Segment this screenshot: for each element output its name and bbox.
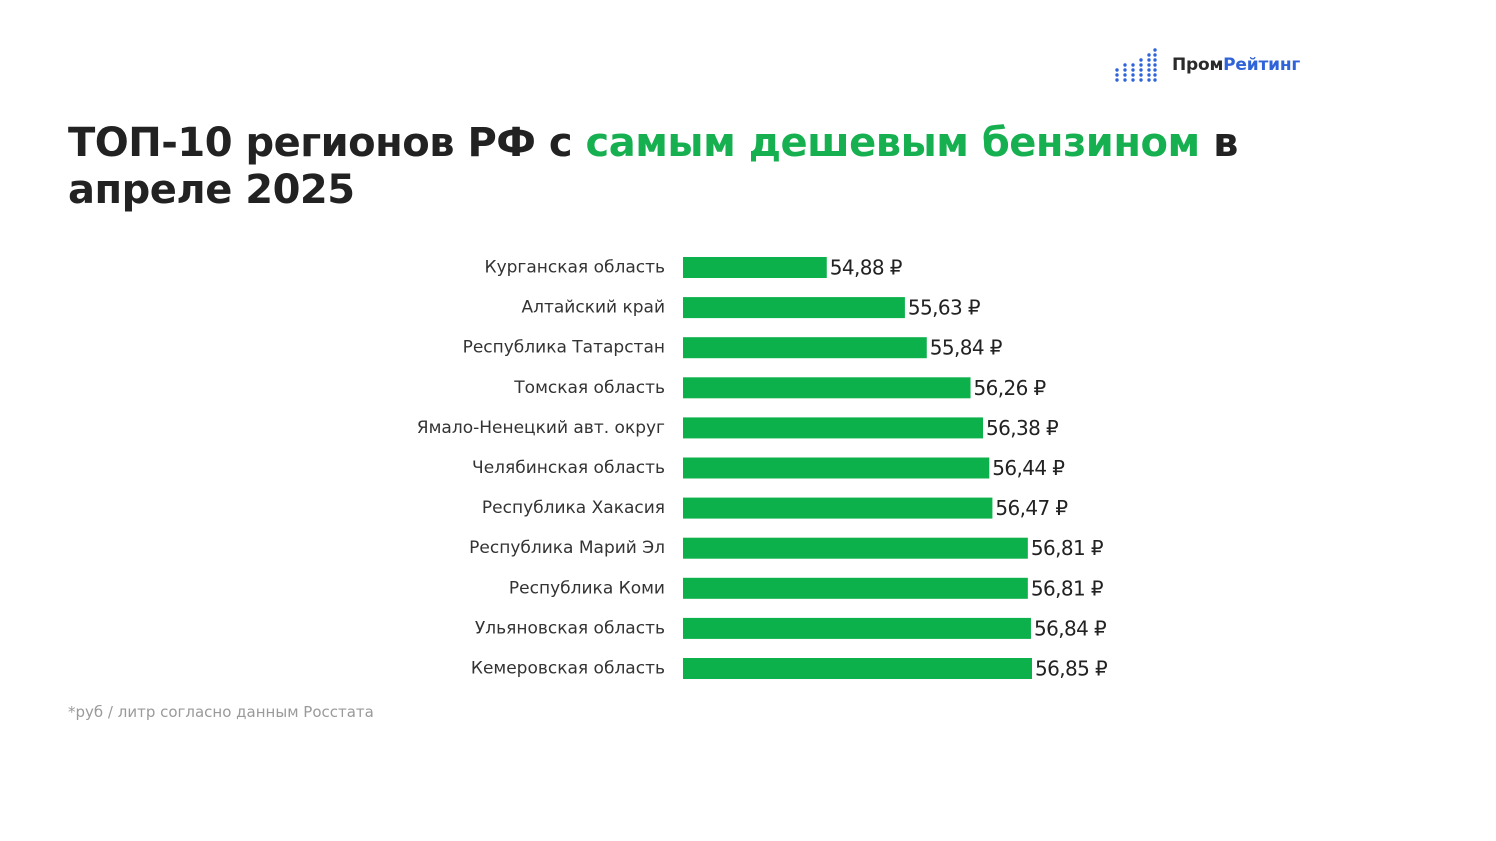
value-label: 56,38 ₽: [986, 416, 1059, 440]
promreiting-logo: ПромРейтинг: [1114, 46, 1300, 84]
bar: [683, 617, 1031, 639]
bar: [683, 457, 990, 479]
logo-wordmark-part2: Рейтинг: [1223, 55, 1301, 75]
value-label: 56,44 ₽: [992, 456, 1065, 480]
bar: [683, 377, 971, 399]
value-label: 54,88 ₽: [830, 256, 903, 280]
bar: [683, 337, 927, 359]
footnote: *руб / литр согласно данным Росстата: [68, 703, 374, 721]
logo-wordmark: ПромРейтинг: [1172, 55, 1300, 75]
category-label: Челябинская область: [472, 458, 665, 478]
value-label: 55,63 ₽: [908, 296, 981, 320]
value-label: 55,84 ₽: [930, 336, 1003, 360]
value-label: 56,85 ₽: [1035, 657, 1108, 681]
value-label: 56,47 ₽: [995, 496, 1068, 520]
chart-title-part1: ТОП-10 регионов РФ с: [68, 120, 586, 166]
bar: [683, 257, 827, 278]
value-label: 56,26 ₽: [974, 376, 1047, 400]
bar: [683, 297, 905, 319]
category-label: Курганская область: [485, 258, 665, 278]
category-label: Республика Коми: [509, 578, 665, 598]
chart-title: ТОП-10 регионов РФ с самым дешевым бензи…: [68, 120, 1368, 214]
bar: [683, 577, 1028, 599]
category-label: Республика Хакасия: [482, 498, 665, 518]
category-label: Кемеровская область: [471, 659, 665, 679]
category-label: Ульяновская область: [475, 618, 665, 638]
category-label: Республика Марий Эл: [469, 538, 665, 558]
value-label: 56,84 ₽: [1034, 616, 1107, 640]
chart-title-part3: в апреле 2025: [68, 120, 1238, 213]
value-label: 56,81 ₽: [1031, 576, 1104, 600]
logo-wordmark-part1: Пром: [1172, 55, 1224, 75]
bar: [683, 537, 1028, 559]
bar: [683, 497, 993, 519]
category-label: Республика Татарстан: [463, 338, 665, 358]
category-label: Томская область: [513, 378, 665, 398]
bar-dots-logo-icon: [1115, 48, 1157, 82]
bar: [683, 658, 1032, 679]
bar: [683, 417, 984, 439]
category-label: Ямало-Ненецкий авт. округ: [417, 418, 665, 438]
value-label: 56,81 ₽: [1031, 536, 1104, 560]
chart-title-highlight: самым дешевым бензином: [585, 120, 1201, 166]
category-label: Алтайский край: [521, 298, 665, 318]
